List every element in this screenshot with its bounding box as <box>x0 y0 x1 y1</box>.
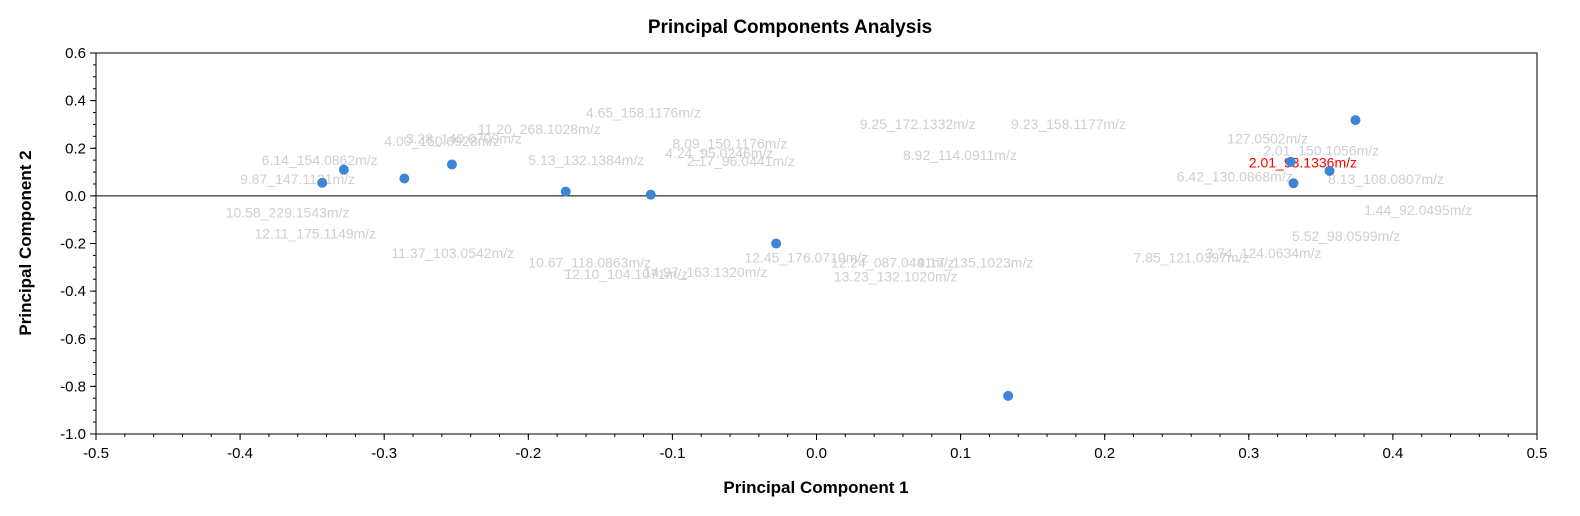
loading-label: 4.65_158.1176m/z <box>586 104 701 120</box>
loading-label: 5.52_98.0599m/z <box>1292 228 1400 244</box>
score-point <box>771 238 782 249</box>
y-tick-label: -0.8 <box>60 378 86 395</box>
y-tick-label: 0.0 <box>65 188 86 205</box>
loading-label: 10.58_229.1543m/z <box>226 204 350 220</box>
loading-label: 11.37_103.0542m/z <box>391 245 514 261</box>
loading-cloud: 4.65_158.1176m/z 9.25_172.1332m/z 9.23_158… <box>226 104 1473 284</box>
loading-label: 6.42_130.0868m/z <box>1177 169 1293 185</box>
score-point <box>317 177 328 188</box>
highlighted-loading-label: 2.01_93.1336m/z <box>1249 154 1357 170</box>
loading-label: 12.11_175.1149m/z <box>255 226 377 242</box>
loading-label: 13.23_132.1020m/z <box>834 269 958 285</box>
x-tick-label: 0.3 <box>1238 445 1259 462</box>
loading-label: 12.24_087.0441m/z <box>831 254 955 270</box>
loading-label: 8.13_108.0807m/z <box>1328 171 1444 187</box>
y-tick-label: 0.4 <box>65 93 86 110</box>
loading-label: 2.01_150.1056m/z <box>1263 142 1379 158</box>
loading-label: 1.44_92.0495m/z <box>1364 202 1472 218</box>
x-axis-label: Principal Component 1 <box>723 478 908 497</box>
loading-label: 9.23_158.1177m/z <box>1011 116 1126 132</box>
x-tick-label: -0.1 <box>659 445 685 462</box>
score-point <box>1350 115 1361 126</box>
loading-label: 14.97_163.1320m/z <box>644 264 768 280</box>
loading-label: 2.17_96.0441m/z <box>687 153 795 169</box>
score-point <box>446 159 457 170</box>
x-axis: -0.5 -0.4 -0.3 -0.2 -0.1 0.0 0.1 0.2 0.3 0.4 0.5 <box>83 434 1547 462</box>
x-tick-label: 0.2 <box>1094 445 1115 462</box>
y-tick-label: -1.0 <box>60 426 86 443</box>
loading-label: 4.00_150.0928m/z <box>384 133 500 149</box>
loading-label: 9.17_135.1023m/z <box>917 254 1033 270</box>
y-tick-label: 0.6 <box>65 45 86 62</box>
score-points <box>317 115 1361 401</box>
x-tick-label: 0.5 <box>1527 445 1548 462</box>
highlighted-loading: 2.01_93.1336m/z <box>1249 154 1357 170</box>
score-point <box>1285 156 1296 167</box>
x-tick-label: 0.0 <box>806 445 827 462</box>
score-point <box>338 164 349 175</box>
score-point <box>1003 390 1014 401</box>
loading-label: 11.20_268.1028m/z <box>478 121 601 137</box>
x-tick-label: -0.4 <box>227 445 253 462</box>
score-point <box>645 189 656 200</box>
loading-label: 9.87_147.1121m/z <box>240 171 355 187</box>
x-tick-label: -0.2 <box>515 445 541 462</box>
x-minor-ticks <box>95 434 1538 437</box>
x-tick-label: -0.5 <box>83 445 109 462</box>
y-tick-label: 0.2 <box>65 140 86 157</box>
y-tick-label: -0.2 <box>60 236 86 253</box>
chart-title: Principal Components Analysis <box>648 17 932 38</box>
loading-label: 5.13_132.1384m/z <box>528 152 644 168</box>
loading-label: 9.25_172.1332m/z <box>860 116 976 132</box>
y-tick-label: -0.6 <box>60 331 86 348</box>
loading-label: 8.92_114.0911m/z <box>903 147 1017 163</box>
loading-label: 8.09_150.1176m/z <box>672 135 787 151</box>
x-tick-label: -0.3 <box>371 445 397 462</box>
score-point <box>399 173 410 184</box>
loading-label: 7.85_121.0397m/z <box>1134 250 1250 266</box>
score-point <box>560 186 571 197</box>
loading-label: 12.45_176.0710m/z <box>744 250 868 266</box>
y-axis-label: Principal Component 2 <box>16 150 35 335</box>
loading-label: 4.24_95.0246m/z <box>665 145 773 161</box>
loading-label: 3.74_124.0634m/z <box>1206 245 1322 261</box>
loading-label: 6.14_154.0862m/z <box>262 152 378 168</box>
score-point <box>1288 178 1299 189</box>
y-axis: 0.6 0.4 0.2 0.0 -0.2 -0.4 -0.6 -0.8 -1.0 <box>60 45 96 443</box>
x-tick-label: 0.4 <box>1382 445 1403 462</box>
loading-label: 3.28_140.0709m/z <box>406 130 522 146</box>
loading-label: 12.10_104.1071m/z <box>564 266 688 282</box>
loading-label: 127.0502m/z <box>1227 130 1308 146</box>
score-point <box>1324 165 1335 176</box>
y-tick-label: -0.4 <box>60 283 86 300</box>
x-tick-label: 0.1 <box>950 445 971 462</box>
loading-label: 10.67_118.0863m/z <box>528 254 651 270</box>
